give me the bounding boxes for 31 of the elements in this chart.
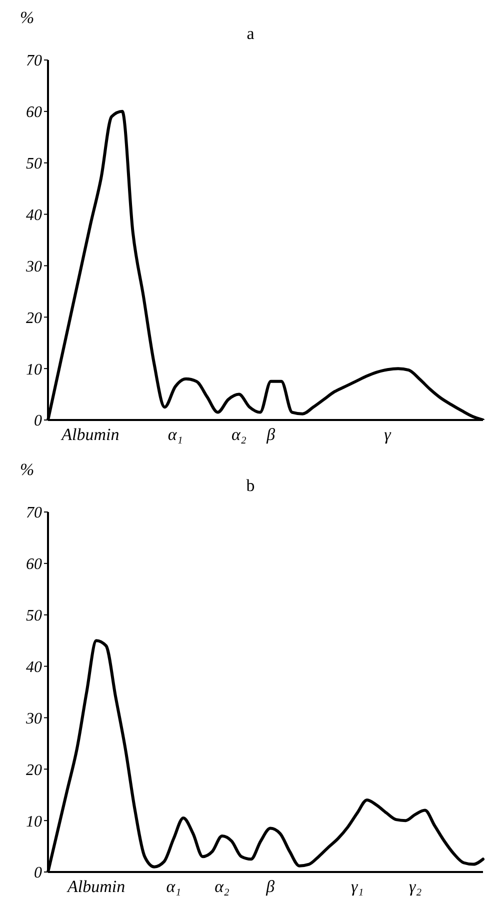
y-tick-label: 10 <box>26 813 42 830</box>
y-tick-label: 20 <box>26 762 42 779</box>
x-tick-label: β <box>266 425 276 444</box>
y-tick-label: 40 <box>26 658 42 676</box>
x-tick-label: α₁ <box>168 425 183 444</box>
x-tick-label: α₂ <box>232 425 246 444</box>
y-tick-label: 50 <box>26 156 42 173</box>
x-tick-label: Albumin <box>66 877 126 896</box>
y-tick-label: 60 <box>26 556 42 574</box>
x-tick-label: β <box>265 877 276 896</box>
chart-title: b <box>246 476 255 495</box>
y-tick-label: 10 <box>26 361 42 378</box>
y-tick-label: 70 <box>26 52 42 70</box>
y-tick-label: 50 <box>26 608 42 625</box>
y-tick-label: 30 <box>25 710 42 728</box>
x-tick-label: Albumin <box>60 425 120 444</box>
x-tick-label: γ <box>384 425 392 444</box>
y-axis-title: % <box>20 460 34 480</box>
y-tick-label: 30 <box>25 258 42 276</box>
y-axis-title: % <box>20 8 34 28</box>
x-tick-label: α₂ <box>214 877 230 896</box>
x-tick-label: γ₂ <box>409 877 422 896</box>
y-tick-label: 20 <box>26 310 42 327</box>
chart-title: a <box>246 24 254 43</box>
x-tick-label: α₁ <box>166 877 182 896</box>
y-tick-label: 60 <box>26 104 42 122</box>
y-tick-label: 0 <box>34 412 42 430</box>
y-tick-label: 40 <box>26 206 42 224</box>
y-tick-label: 70 <box>26 504 42 522</box>
x-tick-label: γ₁ <box>351 877 364 896</box>
y-tick-label: 0 <box>34 864 42 882</box>
